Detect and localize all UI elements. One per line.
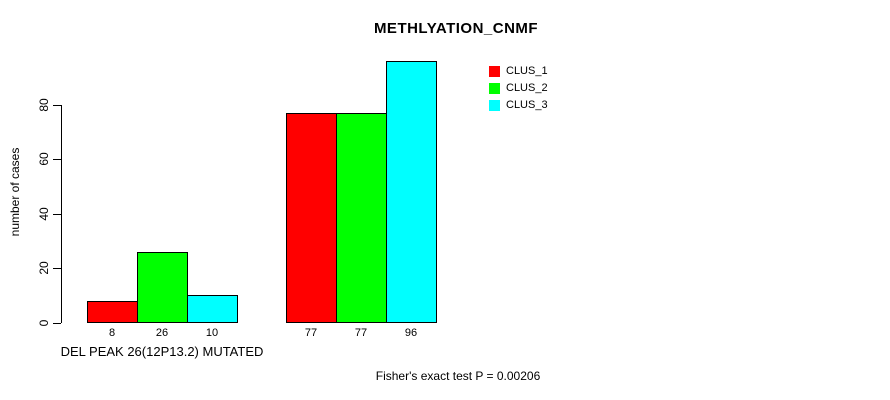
bar-value-label: 8 xyxy=(108,327,116,339)
bar-clus_1-group2 xyxy=(286,113,337,323)
bar-clus_3-group2 xyxy=(386,61,437,323)
bar-clus_2-group1 xyxy=(137,252,188,323)
y-axis-title: number of cases xyxy=(8,147,22,237)
legend-swatch-icon xyxy=(489,100,500,111)
bar-value-label: 26 xyxy=(155,327,169,339)
legend-entry-label: CLUS_2 xyxy=(506,82,548,94)
legend-swatch-icon xyxy=(489,66,500,77)
y-tick-label: 80 xyxy=(37,98,51,112)
y-tick-label: 20 xyxy=(37,261,51,275)
bar-clus_2-group2 xyxy=(336,113,387,323)
bar-clus_3-group1 xyxy=(187,295,238,323)
legend-entry: CLUS_1 xyxy=(489,63,548,80)
y-axis-line xyxy=(61,105,62,323)
chart-title: METHLYATION_CNMF xyxy=(373,20,539,37)
y-tick-label: 40 xyxy=(37,207,51,221)
bar-value-label: 96 xyxy=(404,327,418,339)
bar-clus_1-group1 xyxy=(87,301,138,323)
y-tick-mark xyxy=(53,214,61,215)
y-tick-mark xyxy=(53,105,61,106)
y-tick-mark xyxy=(53,323,61,324)
bar-value-label: 10 xyxy=(205,327,219,339)
legend-entry: CLUS_2 xyxy=(489,80,548,97)
legend: CLUS_1 CLUS_2 CLUS_3 xyxy=(489,63,548,114)
legend-swatch-icon xyxy=(489,83,500,94)
bar-value-label: 77 xyxy=(304,327,318,339)
y-tick-mark xyxy=(53,159,61,160)
y-tick-mark xyxy=(53,268,61,269)
x-group-label: DEL PEAK 26(12P13.2) MUTATED xyxy=(60,344,264,359)
legend-entry-label: CLUS_1 xyxy=(506,65,548,77)
legend-entry-label: CLUS_3 xyxy=(506,99,548,111)
fisher-test-annotation: Fisher's exact test P = 0.00206 xyxy=(375,369,541,383)
bar-value-label: 77 xyxy=(354,327,368,339)
y-tick-label: 60 xyxy=(37,152,51,166)
y-tick-label: 0 xyxy=(37,319,51,327)
legend-entry: CLUS_3 xyxy=(489,97,548,114)
